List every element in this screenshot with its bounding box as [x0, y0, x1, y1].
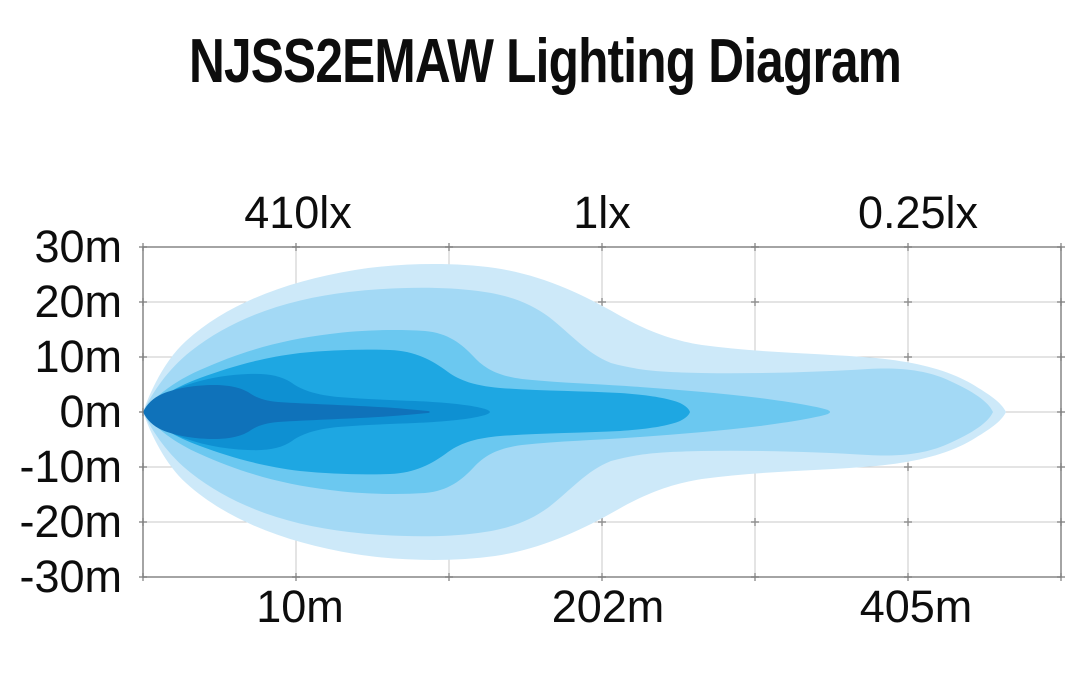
- y-tick-neg20m: -20m: [19, 496, 122, 547]
- y-tick-30m: 30m: [34, 221, 122, 272]
- top-label-025lx: 0.25lx: [858, 187, 979, 238]
- bottom-label-405m: 405m: [860, 581, 973, 632]
- y-tick-neg30m: -30m: [19, 551, 122, 602]
- contour-band-6-core: [143, 385, 430, 439]
- top-label-1lx: 1lx: [573, 187, 631, 238]
- y-tick-20m: 20m: [34, 276, 122, 327]
- y-tick-0m: 0m: [59, 386, 122, 437]
- chart-title: NJSS2EMAW Lighting Diagram: [189, 26, 901, 96]
- bottom-label-10m: 10m: [256, 581, 344, 632]
- top-label-410lx: 410lx: [244, 187, 352, 238]
- bottom-label-202m: 202m: [552, 581, 665, 632]
- plot-border: [142, 246, 1062, 578]
- y-tick-neg10m: -10m: [19, 441, 122, 492]
- y-tick-10m: 10m: [34, 331, 122, 382]
